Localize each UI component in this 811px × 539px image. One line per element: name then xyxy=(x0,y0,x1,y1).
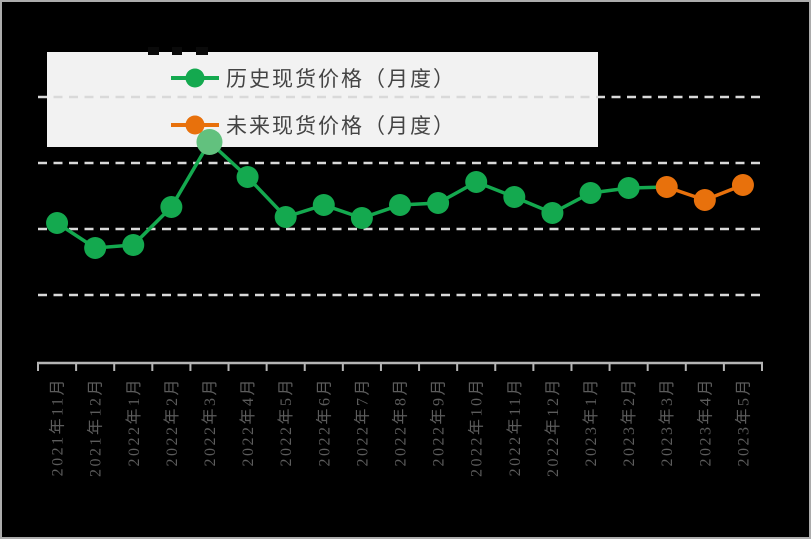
data-point-marker-2022年7月[interactable] xyxy=(350,207,373,229)
x-axis-label: 2023年2月 xyxy=(620,377,638,467)
data-point-marker-2021年11月[interactable] xyxy=(46,212,69,234)
obscured-title-fragment xyxy=(148,47,159,55)
data-point-marker-2022年11月[interactable] xyxy=(503,186,526,208)
data-point-marker-2023年2月[interactable] xyxy=(617,177,640,199)
legend-swatch-marker xyxy=(185,68,205,88)
x-axis-label: 2022年6月 xyxy=(315,377,333,467)
legend-item-history[interactable]: 历史现货价格（月度） xyxy=(171,67,456,91)
legend-item-future[interactable]: 未来现货价格（月度） xyxy=(171,114,456,138)
x-axis-label: 2023年1月 xyxy=(582,377,600,467)
x-axis-label: 2022年5月 xyxy=(277,377,295,467)
obscured-title-fragment xyxy=(172,47,182,55)
x-axis-label: 2022年4月 xyxy=(239,377,257,467)
x-axis-label: 2022年9月 xyxy=(430,377,448,467)
peak-marker-2022年3月[interactable] xyxy=(196,129,223,155)
x-axis-label: 2022年8月 xyxy=(392,377,410,467)
x-axis-label: 2021年12月 xyxy=(87,377,105,477)
x-axis-label: 2022年1月 xyxy=(125,377,143,467)
obscured-title-fragment xyxy=(196,47,208,55)
data-point-marker-2022年8月[interactable] xyxy=(389,194,411,216)
data-point-marker-2022年2月[interactable] xyxy=(160,196,183,218)
x-axis-label: 2022年11月 xyxy=(506,377,524,476)
legend-label: 未来现货价格（月度） xyxy=(226,114,456,138)
x-axis-label: 2023年4月 xyxy=(696,377,714,467)
legend-box xyxy=(47,52,598,147)
x-axis-label: 2022年7月 xyxy=(353,377,371,467)
data-point-marker-2022年1月[interactable] xyxy=(122,234,145,256)
data-point-marker-2022年4月[interactable] xyxy=(236,166,259,188)
x-axis-label: 2023年3月 xyxy=(658,377,676,467)
data-point-marker-2022年5月[interactable] xyxy=(274,206,297,228)
data-point-marker-2023年1月[interactable] xyxy=(579,182,602,204)
x-axis-label: 2022年3月 xyxy=(201,377,219,467)
data-point-marker-2022年12月[interactable] xyxy=(541,202,564,224)
data-point-marker-2022年6月[interactable] xyxy=(312,194,335,216)
x-axis-label: 2021年11月 xyxy=(49,377,67,476)
x-axis-label: 2022年2月 xyxy=(163,377,181,467)
x-axis-label: 2022年10月 xyxy=(468,377,486,477)
legend-label: 历史现货价格（月度） xyxy=(226,67,456,91)
data-point-marker-2023年5月[interactable] xyxy=(731,174,754,196)
x-axis-label: 2023年5月 xyxy=(734,377,752,467)
legend-swatch-marker xyxy=(185,115,205,135)
data-point-marker-2022年9月[interactable] xyxy=(427,192,450,214)
data-point-marker-2021年12月[interactable] xyxy=(84,237,107,259)
data-point-marker-2023年3月[interactable] xyxy=(655,176,678,198)
x-axis-label: 2022年12月 xyxy=(544,377,562,477)
data-point-marker-2022年10月[interactable] xyxy=(465,171,488,193)
data-point-marker-2023年4月[interactable] xyxy=(693,189,716,211)
